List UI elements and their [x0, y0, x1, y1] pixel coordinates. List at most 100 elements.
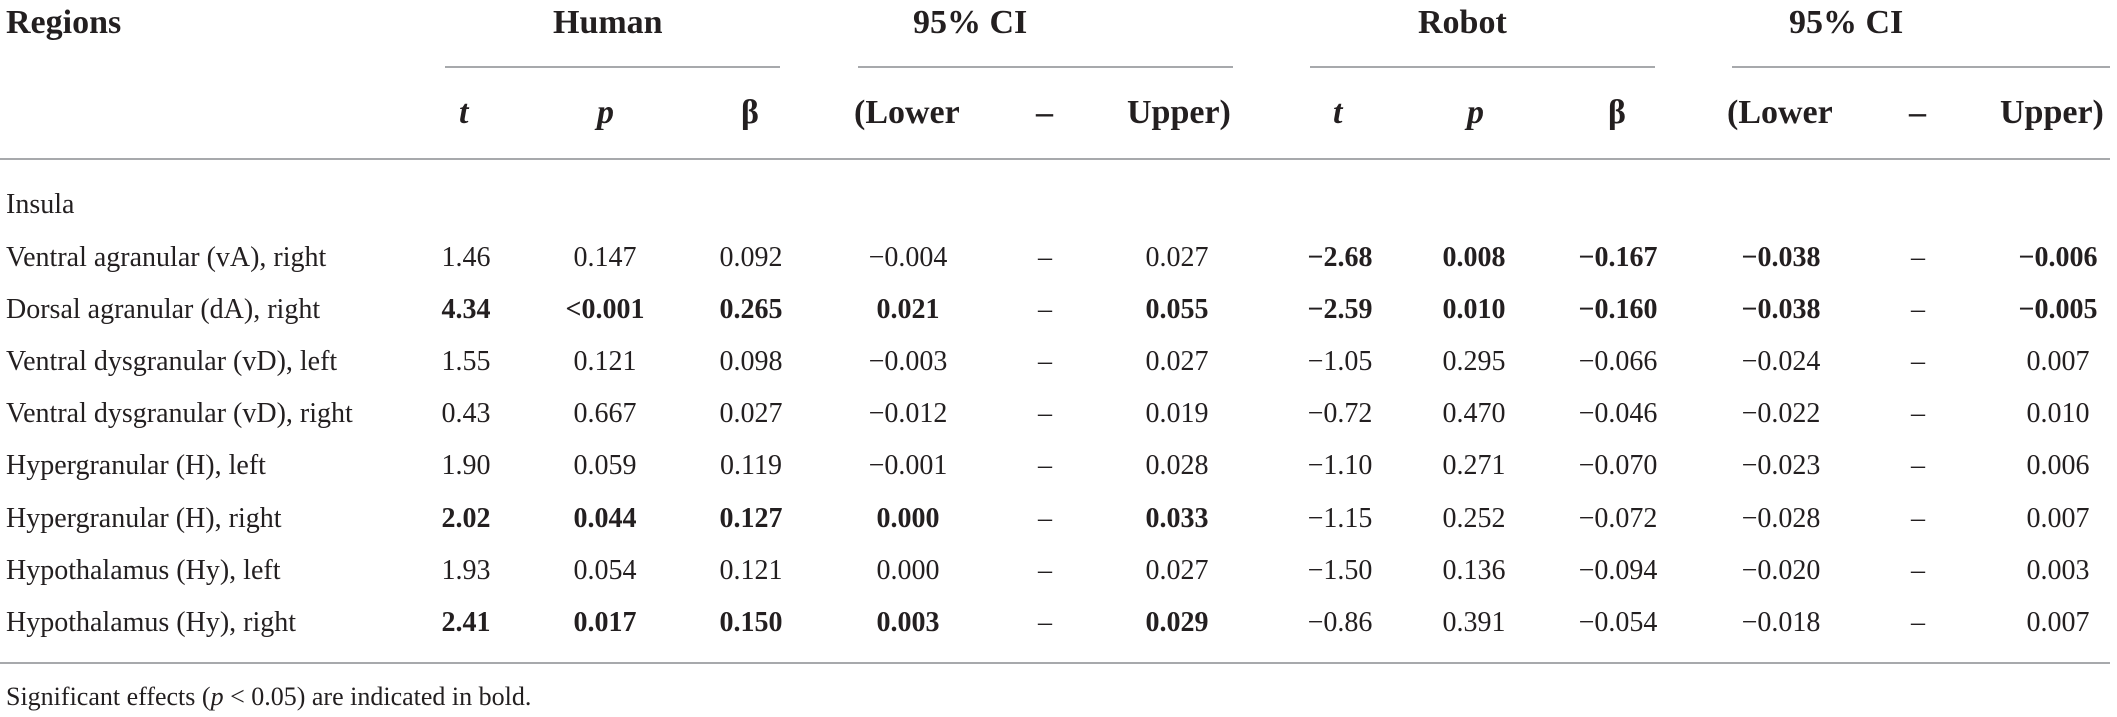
cell-robot-ci-upper: 0.006 [2026, 450, 2090, 481]
cell-robot-ci-lower: −0.024 [1741, 346, 1821, 377]
subheader-human-t: t [459, 94, 469, 131]
cell-robot-ci-lower: −0.038 [1741, 294, 1821, 325]
spanner-rule-human [445, 66, 780, 68]
cell-robot-ci-upper: −0.005 [2018, 294, 2098, 325]
cell-human-p: 0.667 [573, 398, 637, 429]
cell-robot-ci-upper: 0.010 [2026, 398, 2090, 429]
subheader-human-p: p [597, 94, 614, 131]
row-label: Hypothalamus (Hy), left [6, 555, 281, 586]
spanner-rule-robot [1310, 66, 1655, 68]
table-row: Dorsal agranular (dA), right 4.34 <0.001 0.… [0, 293, 2117, 345]
cell-robot-t: −1.50 [1307, 555, 1373, 586]
cell-human-t: 0.43 [441, 398, 491, 429]
header-ci-robot: 95% CI [1789, 4, 1904, 41]
cell-robot-t: −1.05 [1307, 346, 1373, 377]
cell-human-beta: 0.150 [719, 607, 783, 638]
subheader-robot-beta: β [1608, 94, 1626, 131]
cell-human-ci-upper: 0.055 [1145, 294, 1209, 325]
cell-human-t: 1.55 [441, 346, 491, 377]
subheader-robot-lower: (Lower [1727, 94, 1833, 131]
cell-robot-beta: −0.160 [1578, 294, 1658, 325]
spanner-rule-ci-human [858, 66, 1233, 68]
cell-robot-ci-dash: – [1911, 503, 1925, 534]
cell-human-beta: 0.098 [719, 346, 783, 377]
row-label: Hypergranular (H), right [6, 503, 282, 534]
cell-human-p: 0.017 [573, 607, 637, 638]
table-row: Hypothalamus (Hy), right 2.41 0.017 0.150 0.… [0, 606, 2117, 658]
cell-robot-ci-lower: −0.022 [1741, 398, 1821, 429]
cell-human-t: 1.93 [441, 555, 491, 586]
subheader-human-beta: β [741, 94, 759, 131]
cell-robot-p: 0.470 [1442, 398, 1506, 429]
cell-human-ci-upper: 0.029 [1145, 607, 1209, 638]
cell-robot-p: 0.010 [1442, 294, 1506, 325]
cell-human-p: 0.059 [573, 450, 637, 481]
cell-human-ci-dash: – [1038, 555, 1052, 586]
cell-human-t: 4.34 [441, 294, 491, 325]
cell-human-ci-dash: – [1038, 242, 1052, 273]
cell-robot-t: −0.72 [1307, 398, 1373, 429]
cell-human-beta: 0.121 [719, 555, 783, 586]
table-row: Hypergranular (H), left 1.90 0.059 0.119 −0.… [0, 449, 2117, 501]
cell-robot-ci-dash: – [1911, 450, 1925, 481]
cell-human-ci-upper: 0.027 [1145, 346, 1209, 377]
table-row: Hypergranular (H), right 2.02 0.044 0.127 0.… [0, 502, 2117, 554]
cell-human-ci-upper: 0.028 [1145, 450, 1209, 481]
cell-robot-ci-dash: – [1911, 555, 1925, 586]
cell-human-ci-lower: 0.000 [876, 503, 940, 534]
row-label: Dorsal agranular (dA), right [6, 294, 321, 325]
cell-human-ci-upper: 0.019 [1145, 398, 1209, 429]
cell-human-beta: 0.127 [719, 503, 783, 534]
cell-robot-p: 0.295 [1442, 346, 1506, 377]
subheader-robot-t: t [1333, 94, 1343, 131]
cell-human-ci-dash: – [1038, 607, 1052, 638]
cell-human-beta: 0.119 [720, 450, 782, 481]
cell-robot-ci-dash: – [1911, 242, 1925, 273]
cell-human-beta: 0.092 [719, 242, 783, 273]
cell-robot-ci-dash: – [1911, 607, 1925, 638]
cell-robot-ci-lower: −0.038 [1741, 242, 1821, 273]
cell-robot-p: 0.136 [1442, 555, 1506, 586]
cell-human-ci-lower: −0.012 [868, 398, 948, 429]
cell-human-t: 2.02 [441, 503, 491, 534]
table-row: Ventral dysgranular (vD), left 1.55 0.121 0… [0, 345, 2117, 397]
table-row: Ventral agranular (vA), right 1.46 0.147 0.… [0, 241, 2117, 293]
cell-human-p: 0.054 [573, 555, 637, 586]
header-human: Human [553, 4, 663, 41]
cell-robot-beta: −0.072 [1578, 503, 1658, 534]
cell-robot-ci-upper: 0.007 [2026, 346, 2090, 377]
cell-human-beta: 0.265 [719, 294, 783, 325]
cell-human-ci-dash: – [1038, 450, 1052, 481]
cell-robot-beta: −0.054 [1578, 607, 1658, 638]
cell-robot-t: −0.86 [1307, 607, 1373, 638]
cell-robot-beta: −0.066 [1578, 346, 1658, 377]
cell-robot-t: −2.59 [1307, 294, 1373, 325]
cell-robot-ci-dash: – [1911, 294, 1925, 325]
cell-human-ci-upper: 0.027 [1145, 242, 1209, 273]
cell-human-ci-upper: 0.033 [1145, 503, 1209, 534]
cell-robot-t: −1.10 [1307, 450, 1373, 481]
subheader-human-lower: (Lower [854, 94, 960, 131]
cell-robot-ci-lower: −0.018 [1741, 607, 1821, 638]
cell-human-t: 2.41 [441, 607, 491, 638]
row-label: Ventral agranular (vA), right [6, 242, 327, 273]
header-robot: Robot [1418, 4, 1507, 41]
cell-human-t: 1.46 [441, 242, 491, 273]
subheader-robot-upper: Upper) [2000, 94, 2104, 131]
table-row: Hypothalamus (Hy), left 1.93 0.054 0.121 0.0… [0, 554, 2117, 606]
header-bottom-rule [0, 158, 2110, 160]
cell-human-ci-lower: −0.003 [868, 346, 948, 377]
cell-human-t: 1.90 [441, 450, 491, 481]
cell-human-ci-dash: – [1038, 398, 1052, 429]
row-label: Ventral dysgranular (vD), right [6, 398, 353, 429]
cell-human-ci-lower: −0.004 [868, 242, 948, 273]
header-regions: Regions [6, 4, 122, 41]
cell-robot-ci-lower: −0.020 [1741, 555, 1821, 586]
cell-robot-ci-lower: −0.028 [1741, 503, 1821, 534]
cell-robot-ci-upper: 0.007 [2026, 503, 2090, 534]
cell-robot-ci-dash: – [1911, 346, 1925, 377]
cell-human-ci-lower: 0.000 [876, 555, 940, 586]
section-label-insula: Insula [6, 189, 75, 220]
row-label: Hypergranular (H), left [6, 450, 266, 481]
header-ci-human: 95% CI [913, 4, 1028, 41]
